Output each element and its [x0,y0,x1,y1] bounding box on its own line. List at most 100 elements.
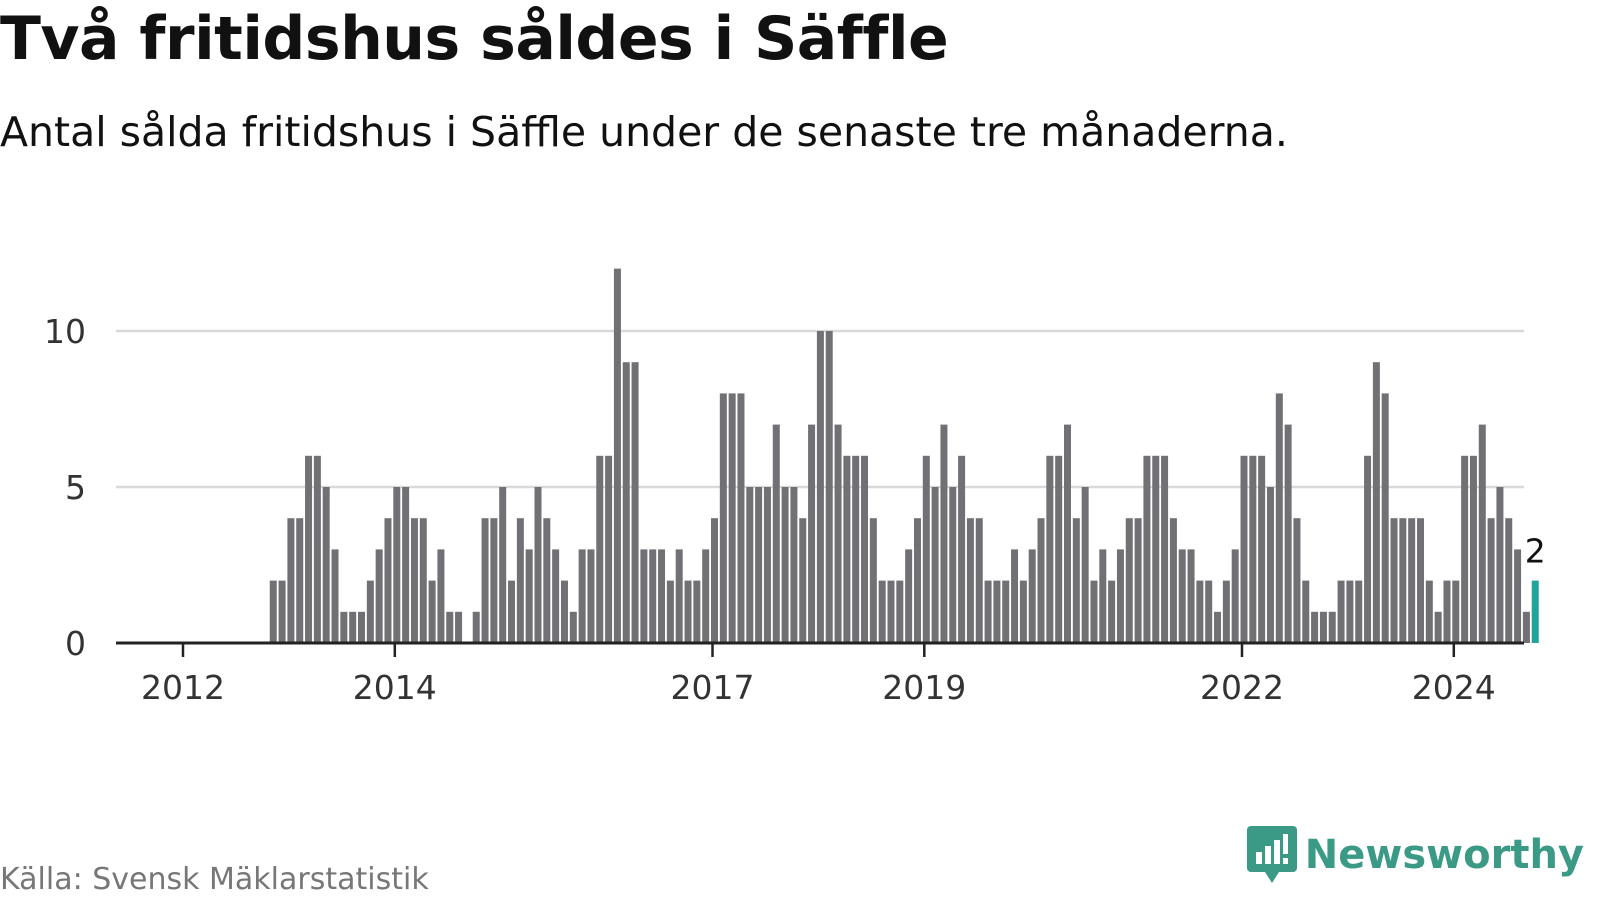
bar [808,424,816,643]
x-tick-label-2019: 2019 [882,668,966,707]
x-tick-label-2017: 2017 [671,668,755,707]
bar [755,487,763,643]
bar [410,518,418,643]
x-tick-label-2012: 2012 [141,668,225,707]
bar [1178,549,1186,643]
bar [1319,611,1327,643]
bar [1152,455,1160,643]
y-tick-label-0: 0 [65,624,86,663]
x-tick-label-2014: 2014 [353,668,437,707]
bar [816,331,824,643]
bar [1408,518,1416,643]
bar [1452,580,1460,643]
bar [984,580,992,643]
bar [649,549,657,643]
bar [1328,611,1336,643]
bar [684,580,692,643]
bar [905,549,913,643]
bar [287,518,295,643]
bar [481,518,489,643]
bar [640,549,648,643]
bar [322,487,330,643]
bar [1108,580,1116,643]
bar [349,611,357,643]
bar [834,424,842,643]
bar [728,393,736,643]
source-note: Källa: Svensk Mäklarstatistik [0,862,429,897]
bar [1522,611,1530,643]
bar [922,455,930,643]
bar [278,580,286,643]
bar [543,518,551,643]
newsworthy-logo-text: Newsworthy [1304,832,1584,878]
bar [1099,549,1107,643]
bar [1187,549,1195,643]
bar [1372,362,1380,643]
bar [1514,549,1522,643]
bar [852,455,860,643]
bar [675,549,683,643]
bar [437,549,445,643]
bar [587,549,595,643]
bar [799,518,807,643]
bar [1240,455,1248,643]
bar [1125,518,1133,643]
bar [490,518,498,643]
bar [366,580,374,643]
bar [940,424,948,643]
bar [1478,424,1486,643]
bar [869,518,877,643]
bar [631,362,639,643]
bar [931,487,939,643]
bar [1284,424,1292,643]
bar [1249,455,1257,643]
bar [1355,580,1363,643]
bar [1258,455,1266,643]
bar [861,455,869,643]
chart-subtitle: Antal sålda fritidshus i Säffle under de… [0,108,1288,156]
bar [1143,455,1151,643]
bar [1496,487,1504,643]
bar [1046,455,1054,643]
bar [534,487,542,643]
bar [472,611,480,643]
bar [393,487,401,643]
newsworthy-logo-icon [1246,826,1297,883]
y-tick-label-5: 5 [65,468,86,507]
bar [313,455,321,643]
bar [993,580,1001,643]
bar [358,611,365,643]
bar [1222,580,1230,643]
bar [1064,424,1071,643]
bar [296,518,304,643]
bar [949,487,957,643]
bar [1205,580,1213,643]
bar [1364,455,1372,643]
bar [1037,518,1045,643]
bar [1390,518,1398,643]
bar [1116,549,1124,643]
bar [560,580,568,643]
bar [508,580,516,643]
bar [878,580,886,643]
bar [1337,580,1345,643]
bar [666,580,674,643]
bar [1072,518,1080,643]
bar [516,518,524,643]
bar [746,487,754,643]
bar [269,580,277,643]
bar [1231,549,1239,643]
bar [975,518,983,643]
bar [1081,487,1089,643]
bar [525,549,533,643]
bar [1381,393,1389,643]
bar [1028,549,1036,643]
bar [1399,518,1407,643]
bar [1055,455,1063,643]
bar [1311,611,1319,643]
bar [1346,580,1354,643]
bar [596,455,604,643]
x-tick-label-2022: 2022 [1200,668,1284,707]
bar [737,393,745,643]
bar [1196,580,1204,643]
